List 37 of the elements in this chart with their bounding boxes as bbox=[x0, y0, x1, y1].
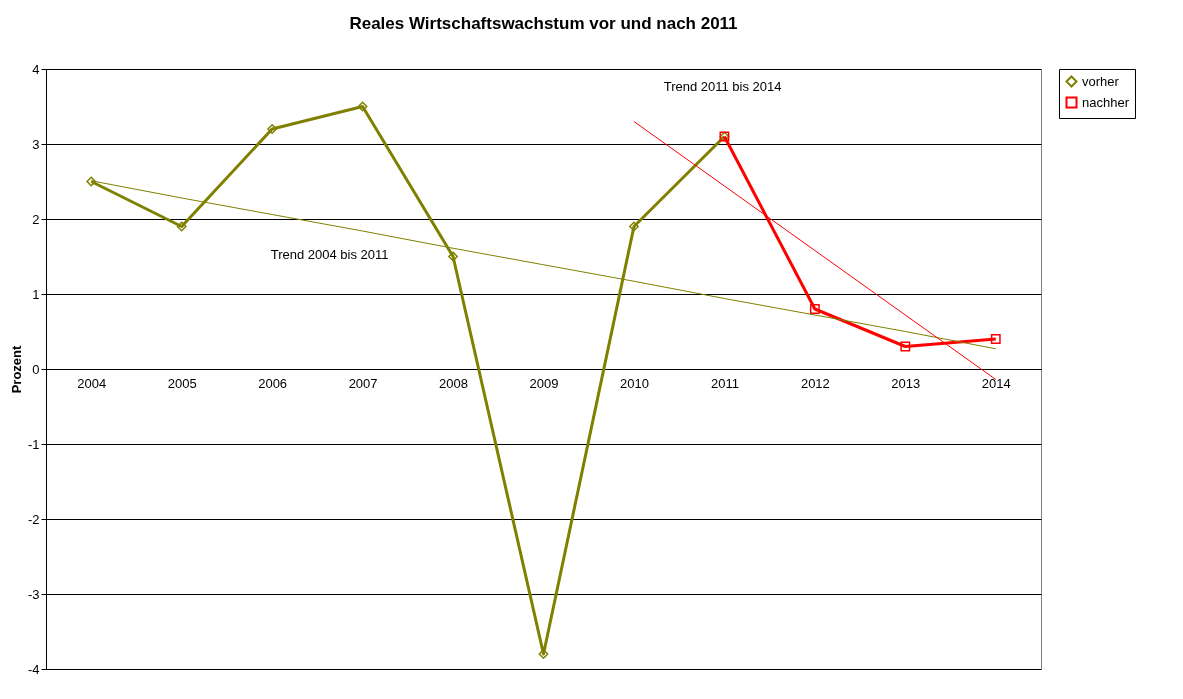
y-tick-label: -4 bbox=[27, 661, 40, 677]
annotation: Trend 2004 bis 2011 bbox=[270, 247, 389, 262]
point bbox=[448, 251, 458, 262]
point bbox=[86, 176, 97, 187]
y-tick-label: 0 bbox=[32, 361, 40, 377]
point bbox=[809, 304, 820, 314]
y-tick-label: -3 bbox=[27, 586, 40, 602]
annotation: Trend 2011 bis 2014 bbox=[663, 79, 782, 94]
x-tick-label: 2009 bbox=[529, 375, 559, 391]
x-tick-label: 2005 bbox=[167, 375, 197, 391]
x-tick-label: 2007 bbox=[348, 375, 378, 391]
chart-title: Reales Wirtschaftswachstum vor und nach 2011 bbox=[349, 14, 738, 33]
y-tick-label: 4 bbox=[32, 61, 40, 77]
x-tick-label: 2014 bbox=[981, 375, 1011, 391]
y-tick-label: 3 bbox=[32, 136, 40, 152]
x-tick-label: 2011 bbox=[710, 375, 739, 391]
legend-label: nachher bbox=[1082, 94, 1130, 110]
y-tick-label: -2 bbox=[27, 511, 40, 527]
y-tick-label: 2 bbox=[32, 211, 40, 227]
x-tick-label: 2013 bbox=[891, 375, 921, 391]
line-series bbox=[633, 121, 997, 380]
point bbox=[900, 341, 911, 352]
point bbox=[176, 221, 187, 232]
point bbox=[629, 221, 639, 232]
x-tick-label: 2006 bbox=[258, 375, 288, 391]
point bbox=[538, 649, 549, 659]
y-axis-title: Prozent bbox=[8, 344, 24, 394]
x-tick-label: 2004 bbox=[77, 375, 107, 391]
x-tick-label: 2010 bbox=[619, 375, 649, 391]
y-tick-label: 1 bbox=[32, 286, 40, 302]
x-tick-label: 2012 bbox=[800, 375, 830, 391]
point bbox=[990, 334, 1001, 344]
y-tick-label: -1 bbox=[27, 436, 40, 452]
point bbox=[357, 101, 368, 112]
legend-label: vorher bbox=[1082, 73, 1120, 89]
x-tick-label: 2008 bbox=[439, 375, 469, 391]
point bbox=[267, 124, 278, 134]
